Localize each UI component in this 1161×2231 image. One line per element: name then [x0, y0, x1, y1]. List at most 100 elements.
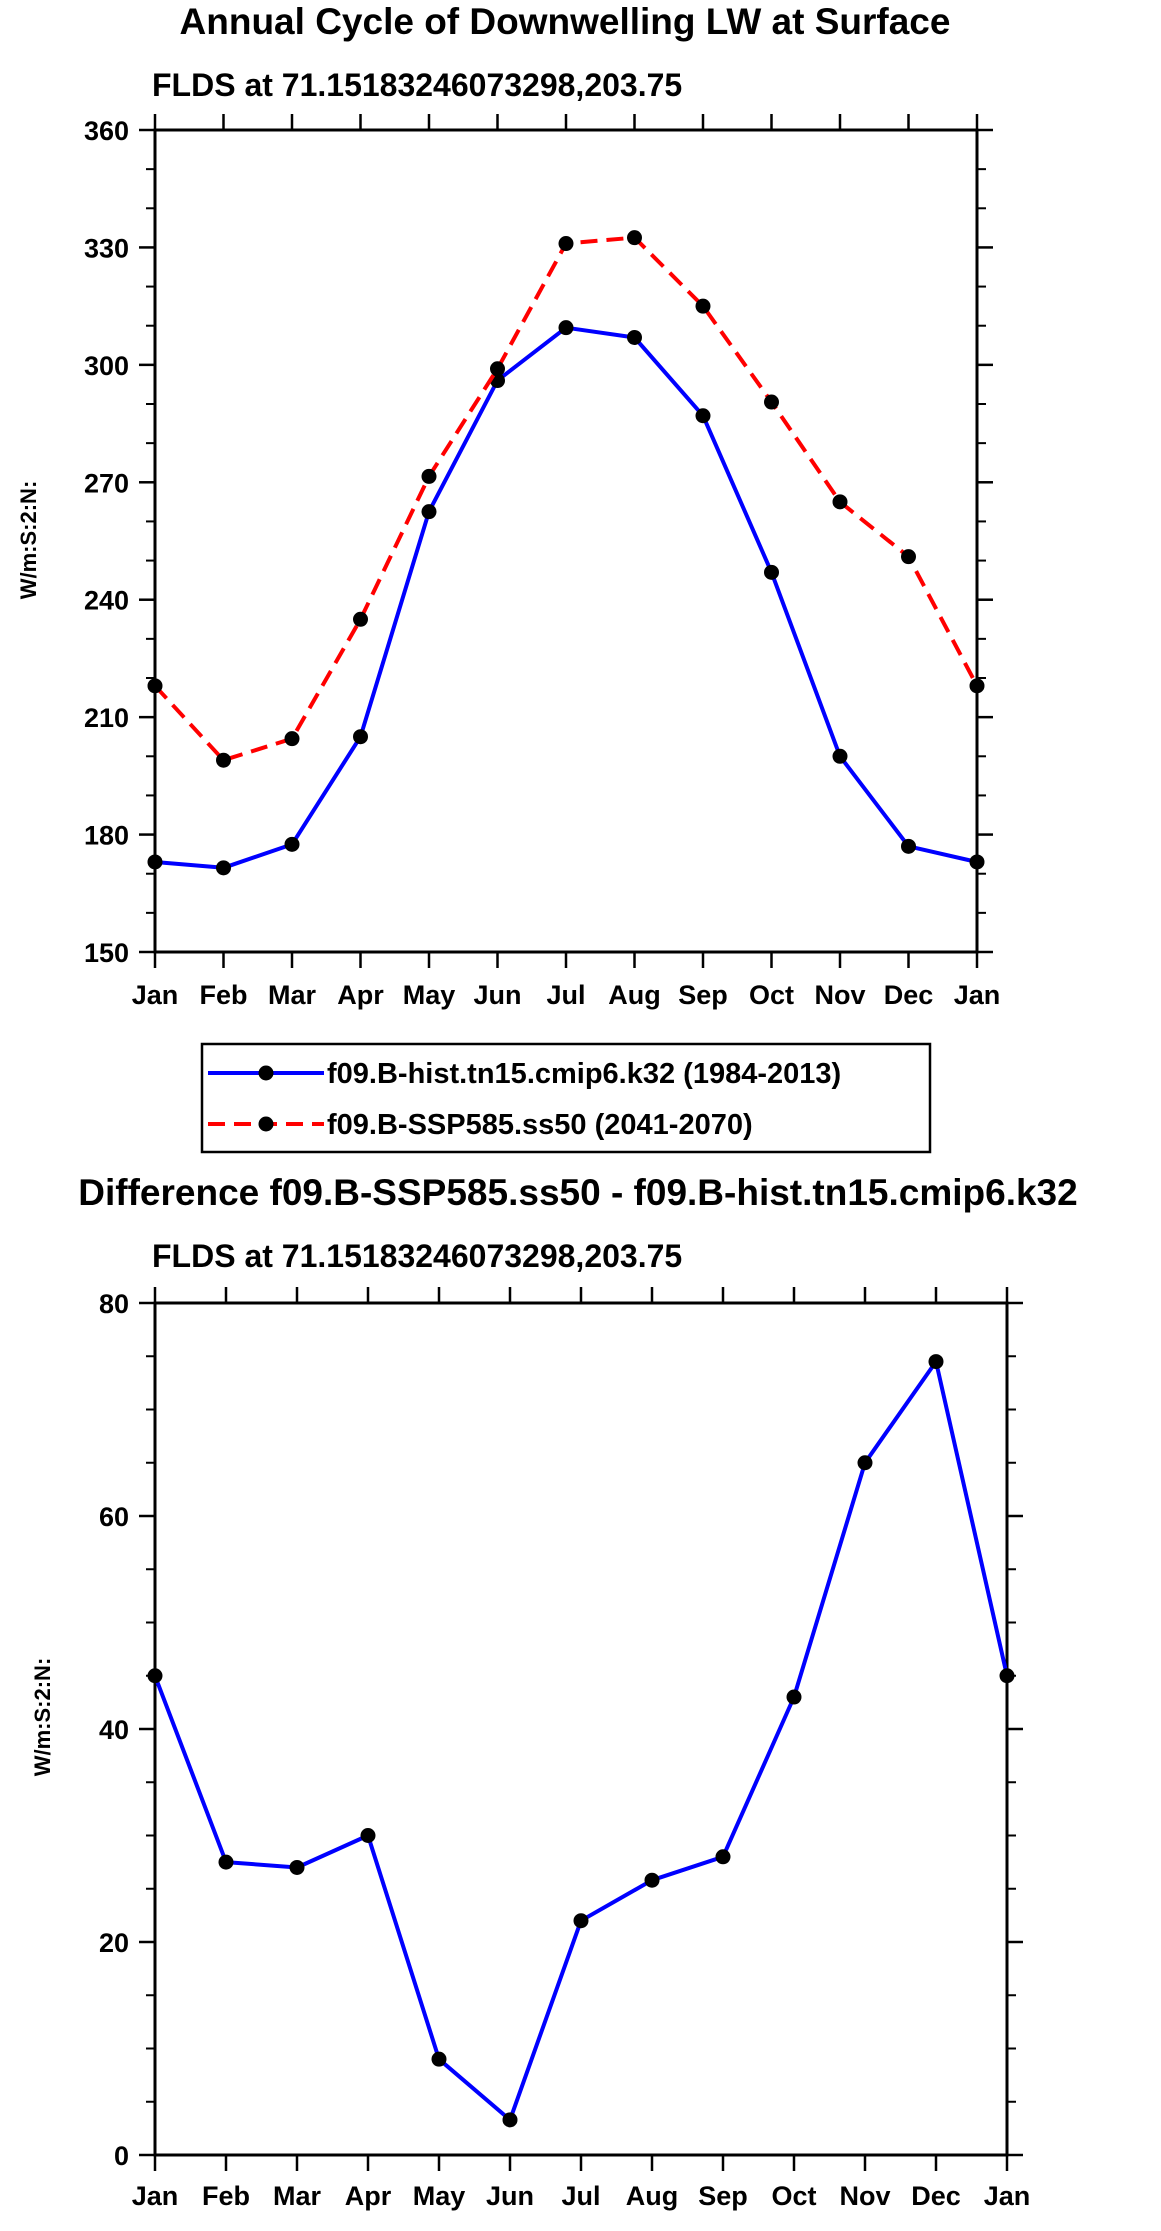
x-tick-label: Apr	[337, 980, 384, 1010]
x-tick-label: Jan	[132, 2181, 179, 2211]
series-line-0	[154, 325, 978, 870]
legend-marker-historical	[258, 1065, 274, 1081]
data-point-series-0	[502, 2112, 518, 2128]
x-tick-label: May	[403, 980, 456, 1010]
series-line-1	[153, 235, 979, 763]
data-point-series-1	[421, 468, 437, 484]
data-point-series-1	[353, 611, 368, 627]
data-point-series-0	[695, 408, 711, 424]
x-tick-label: Sep	[698, 2181, 748, 2211]
data-point-series-0	[284, 836, 300, 852]
data-point-series-0	[147, 854, 163, 870]
data-point-series-1	[147, 678, 163, 694]
legend-label-historical: f09.B-hist.tn15.cmip6.k32 (1984-2013)	[327, 1058, 841, 1090]
x-tick-label: Sep	[678, 980, 728, 1010]
legend-label-ssp585: f09.B-SSP585.ss50 (2041-2070)	[327, 1109, 753, 1141]
data-point-series-1	[284, 731, 300, 747]
y-tick-label: 300	[84, 351, 129, 381]
legend-entry-historical: f09.B-hist.tn15.cmip6.k32 (1984-2013)	[208, 1058, 841, 1090]
data-point-series-1	[558, 236, 574, 252]
data-point-series-0	[573, 1913, 589, 1929]
data-point-series-0	[832, 748, 848, 764]
data-point-series-0	[353, 729, 368, 745]
x-tick-label: Jan	[984, 2181, 1031, 2211]
x-tick-label: Oct	[771, 2181, 816, 2211]
data-point-series-0	[147, 1668, 163, 1684]
data-point-series-1	[490, 361, 505, 377]
data-point-series-0	[216, 860, 231, 876]
x-tick-label: Feb	[199, 980, 247, 1010]
y-tick-label: 210	[84, 703, 129, 733]
x-tick-label: Jan	[132, 980, 179, 1010]
y-tick-label: 80	[99, 1289, 129, 1319]
x-tick-label: Apr	[345, 2181, 392, 2211]
data-point-series-1	[901, 549, 916, 565]
plot-frame	[153, 128, 979, 954]
data-point-series-0	[969, 854, 985, 870]
top-chart: Annual Cycle of Downwelling LW at Surfac…	[16, 1, 1000, 1154]
bottom-chart-y-axis-label: W/m:S:2:N:	[30, 1658, 55, 1777]
x-tick-label: Jun	[473, 980, 521, 1010]
x-tick-label: Aug	[608, 980, 660, 1010]
legend-marker-ssp585	[258, 1116, 274, 1132]
data-point-series-0	[627, 329, 642, 345]
legend-frame	[200, 1042, 932, 1154]
y-tick-label: 60	[99, 1502, 129, 1532]
series-line-0	[153, 1359, 1009, 2122]
top-chart-plot-area: 150 180 210 240 270 300 330 360 Jan Feb Mar Apr May J…	[84, 114, 1000, 1010]
data-point-series-1	[832, 494, 848, 510]
data-point-series-1	[764, 394, 779, 410]
x-tick-label: Mar	[268, 980, 317, 1010]
top-chart-title: Annual Cycle of Downwelling LW at Surfac…	[180, 1, 951, 42]
x-tick-label: Dec	[884, 980, 934, 1010]
data-point-series-0	[558, 320, 574, 336]
x-tick-label: Feb	[202, 2181, 250, 2211]
bottom-chart-plot-area: 0 20 40 60 80 Jan Feb Mar Apr May Jun Jul Aug Sep Oct N…	[99, 1287, 1030, 2211]
x-tick-label: Nov	[839, 2181, 890, 2211]
top-chart-subtitle: FLDS at 71.15183246073298,203.75	[152, 67, 682, 103]
data-point-series-0	[715, 1849, 731, 1865]
x-tick-label: Jul	[546, 980, 585, 1010]
data-point-series-0	[857, 1455, 873, 1471]
x-tick-label: Oct	[749, 980, 794, 1010]
x-tick-label: Nov	[814, 980, 865, 1010]
x-tick-label: Jan	[954, 980, 1001, 1010]
data-point-series-1	[627, 230, 642, 246]
data-point-series-1	[216, 752, 231, 768]
bottom-chart: Difference f09.B-SSP585.ss50 - f09.B-his…	[30, 1172, 1078, 2211]
y-tick-label: 0	[114, 2141, 129, 2171]
data-point-series-0	[360, 1828, 376, 1843]
plot-frame	[153, 1301, 1009, 2157]
x-tick-label: Jul	[561, 2181, 600, 2211]
y-tick-label: 150	[84, 938, 129, 968]
top-chart-y-axis-label: W/m:S:2:N:	[16, 481, 41, 600]
data-point-series-0	[431, 2051, 447, 2067]
x-tick-label: Aug	[626, 2181, 678, 2211]
y-tick-label: 180	[84, 821, 129, 851]
x-tick-label: May	[413, 2181, 466, 2211]
legend-entry-ssp585: f09.B-SSP585.ss50 (2041-2070)	[208, 1109, 753, 1141]
y-tick-label: 270	[84, 468, 129, 498]
bottom-chart-subtitle: FLDS at 71.15183246073298,203.75	[152, 1238, 682, 1274]
x-tick-label: Jun	[486, 2181, 534, 2211]
data-point-series-0	[901, 838, 916, 854]
y-tick-label: 240	[84, 586, 129, 616]
data-point-series-0	[764, 564, 779, 580]
data-point-series-1	[695, 298, 711, 314]
data-point-series-0	[644, 1872, 660, 1888]
y-tick-label: 20	[99, 1928, 129, 1958]
top-chart-legend: f09.B-hist.tn15.cmip6.k32 (1984-2013) f0…	[200, 1042, 932, 1154]
data-point-series-0	[999, 1668, 1015, 1684]
data-point-series-1	[969, 678, 985, 694]
data-point-series-0	[289, 1859, 305, 1875]
y-tick-label: 360	[84, 116, 129, 146]
data-point-series-0	[218, 1854, 234, 1870]
data-point-series-0	[786, 1689, 802, 1705]
bottom-chart-title: Difference f09.B-SSP585.ss50 - f09.B-his…	[78, 1172, 1077, 1213]
y-tick-label: 330	[84, 233, 129, 263]
x-tick-label: Dec	[911, 2181, 961, 2211]
data-point-series-0	[928, 1354, 944, 1370]
data-point-series-0	[421, 504, 437, 520]
y-tick-label: 40	[99, 1715, 129, 1745]
